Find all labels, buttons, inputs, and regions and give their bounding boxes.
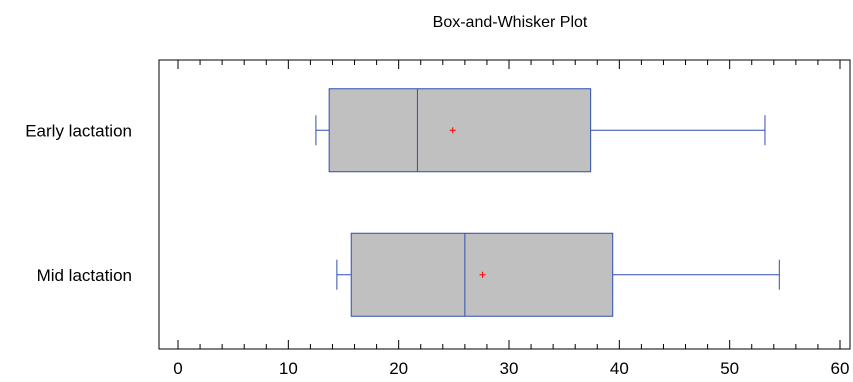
iqr-box [328, 88, 592, 173]
category-label: Early lactation [25, 121, 132, 140]
chart-title: Box-and-Whisker Plot [433, 14, 588, 31]
category-label: Mid lactation [37, 266, 132, 285]
boxes-group [315, 88, 780, 317]
axis-ticks [177, 60, 841, 349]
x-tick-label: 10 [279, 359, 298, 378]
plot-frame [158, 59, 851, 350]
x-tick-label: 30 [500, 359, 519, 378]
x-tick-label: 0 [173, 359, 182, 378]
x-tick-label: 60 [831, 359, 850, 378]
mean-marker [449, 127, 456, 134]
x-tick-label: 40 [610, 359, 629, 378]
x-tick-label: 20 [389, 359, 408, 378]
mean-marker [479, 271, 486, 278]
x-axis-tick-labels: 0 10 20 30 40 50 60 [173, 359, 849, 378]
x-tick-label: 50 [720, 359, 739, 378]
category-labels: Early lactation Mid lactation [25, 121, 132, 285]
